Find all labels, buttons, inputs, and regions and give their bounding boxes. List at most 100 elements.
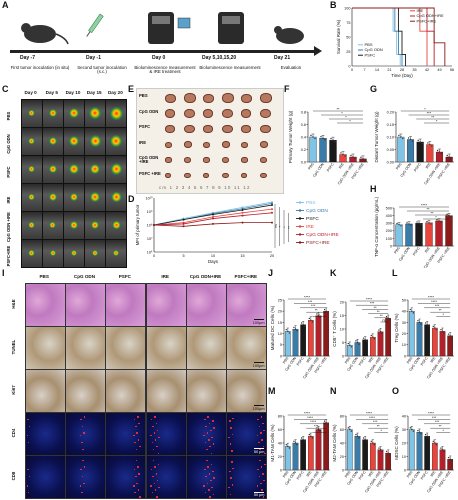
bar — [395, 224, 403, 247]
y-tick-label: 15 — [278, 321, 282, 325]
x-tick-label: IRE — [368, 470, 375, 478]
x-tick-label: IRE — [338, 162, 345, 170]
stained-cell — [262, 473, 264, 475]
legend-label: PBS — [306, 200, 316, 206]
x-tick-label: PSFC — [420, 356, 429, 366]
y-tick-label: 50 — [346, 35, 350, 39]
stained-cell — [137, 416, 139, 418]
data-point — [366, 340, 368, 343]
x-tick-label: PBS — [344, 470, 352, 479]
data-point — [362, 158, 364, 160]
bar — [323, 311, 330, 357]
tumor-specimen — [222, 156, 230, 164]
data-point — [443, 332, 445, 334]
significance-label: *** — [427, 111, 432, 115]
data-point — [360, 156, 362, 159]
bioluminescence-image — [84, 210, 107, 240]
data-point — [443, 450, 445, 453]
tumor-specimen — [165, 109, 176, 118]
stained-cell — [210, 480, 212, 482]
data-point — [373, 338, 376, 340]
y-tick-label: 400 — [386, 214, 392, 218]
tumor-specimen — [184, 172, 191, 179]
row-label: CpG ODN — [139, 108, 159, 114]
stained-cell — [135, 475, 137, 478]
bioluminescence-image — [105, 210, 128, 240]
stained-cell — [155, 473, 157, 475]
panel-letter-o: O — [392, 386, 400, 396]
panel-g-chart: Distant Tumor Weight (g) 0.00 0.05 0.10 0.15… — [374, 107, 454, 185]
stained-cell — [156, 480, 159, 482]
histology-image — [185, 455, 228, 500]
data-point — [320, 136, 322, 138]
column-header: CpG ODN+IRE — [189, 274, 222, 279]
x-tick-label: PBS — [282, 470, 290, 479]
legend-label: CpG ODN — [306, 208, 328, 214]
imaging-device-icon — [148, 12, 191, 44]
data-point — [418, 222, 420, 224]
x-tick-label: IRE — [306, 356, 313, 364]
signal-spot — [28, 137, 35, 145]
stained-cell — [211, 436, 213, 439]
y-tick-label: 40 — [402, 414, 406, 418]
stained-cell — [155, 423, 157, 425]
stained-cell — [262, 446, 265, 448]
significance-label: * — [283, 226, 287, 228]
stained-cell — [256, 435, 259, 437]
signal-spot — [28, 109, 35, 117]
signal-spot — [90, 220, 100, 230]
bar — [323, 422, 330, 471]
data-point — [355, 433, 357, 436]
row-label: PBS — [6, 111, 11, 121]
histology-image — [64, 455, 107, 500]
stained-cell — [259, 459, 261, 462]
stained-cell — [260, 482, 262, 485]
significance-label: ** — [377, 310, 380, 314]
bar — [370, 442, 376, 471]
bar — [377, 331, 384, 357]
row-label: PSFC — [139, 124, 151, 129]
y-tick-label: 10⁷ — [147, 237, 153, 241]
series-line — [153, 222, 272, 227]
bar — [377, 449, 384, 471]
bioluminescence-image — [62, 154, 86, 184]
significance-label: **** — [366, 297, 372, 301]
histology-image — [185, 282, 228, 327]
stained-cell — [152, 475, 154, 478]
stained-cell — [138, 423, 140, 425]
y-tick-label: 15 — [340, 314, 344, 318]
stained-cell — [212, 470, 214, 473]
significance-label: ** — [287, 226, 291, 229]
y-tick-label: 100 — [386, 237, 392, 241]
panel-letter-f: F — [284, 84, 290, 94]
data-point — [385, 315, 388, 318]
tumor-specimen — [260, 141, 268, 148]
stained-cell — [133, 469, 136, 471]
stained-cell — [79, 435, 82, 437]
stained-cell — [211, 486, 213, 489]
significance-label: * — [341, 111, 343, 115]
bioluminescence-image — [105, 182, 128, 212]
legend-label: PSFC — [306, 216, 319, 222]
data-point — [300, 322, 303, 324]
stained-cell — [137, 489, 140, 491]
tumor-specimen — [184, 156, 192, 164]
x-tick-label: PBS — [344, 356, 352, 365]
scale-bar — [254, 318, 265, 320]
y-tick-label: 20 — [278, 455, 282, 459]
y-tick-label: 0 — [280, 468, 282, 472]
data-point — [430, 223, 432, 225]
data-point — [412, 312, 415, 314]
x-tick-label: PBS — [406, 356, 414, 365]
data-point — [449, 335, 451, 337]
data-point — [296, 330, 298, 332]
signal-spot — [48, 136, 58, 146]
significance-label: * — [278, 225, 282, 227]
legend-label: IRE — [417, 8, 424, 13]
data-point — [406, 222, 408, 224]
stained-cell — [206, 459, 208, 462]
data-point — [358, 343, 360, 345]
data-point — [421, 142, 423, 145]
